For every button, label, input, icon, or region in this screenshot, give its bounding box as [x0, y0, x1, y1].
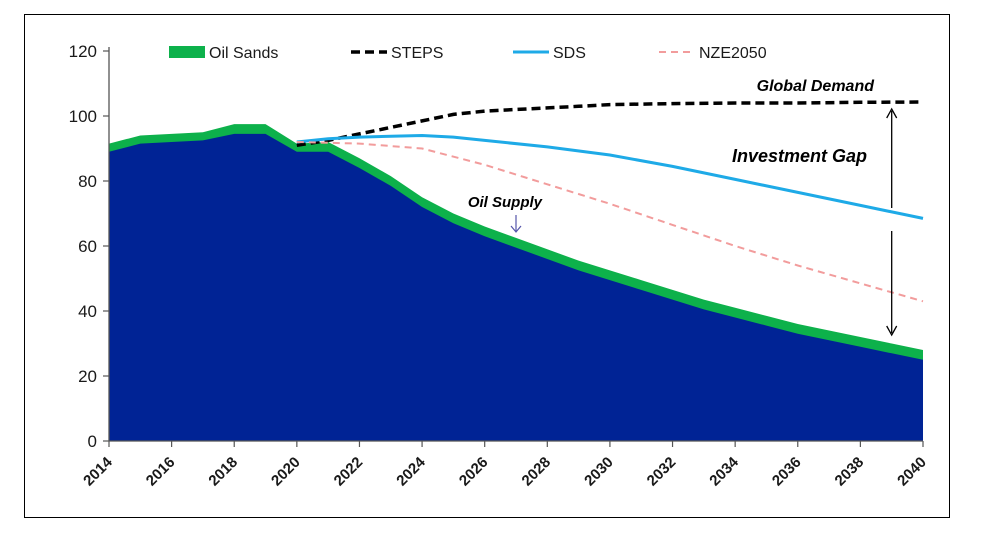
x-tick-label: 2036	[769, 454, 805, 490]
y-tick-label: 100	[69, 107, 97, 126]
legend-item-nze2050: NZE2050	[659, 45, 767, 62]
y-tick-label: 80	[78, 172, 97, 191]
y-tick-label: 20	[78, 367, 97, 386]
oil-supply-arrowhead	[510, 225, 522, 233]
investment-gap-arrowhead-up	[886, 107, 898, 119]
nze2050-line	[296, 141, 924, 303]
x-tick-label: 2014	[80, 453, 116, 489]
global-demand-annotation: Global Demand	[757, 78, 876, 95]
legend-label: SDS	[553, 45, 586, 62]
x-tick-label: 2024	[393, 453, 429, 489]
legend-swatch	[169, 46, 205, 58]
x-tick-label: 2030	[581, 454, 617, 490]
x-tick-label: 2032	[644, 454, 680, 490]
x-tick-label: 2034	[706, 453, 742, 489]
legend-label: Oil Sands	[209, 45, 278, 62]
y-tick-label: 0	[88, 432, 97, 451]
x-tick-label: 2026	[456, 454, 492, 490]
sds-line	[296, 133, 924, 220]
chart-frame: 0 20 40 60 80 100 120 2014 2016 2018 2020 2022 2024 2…	[24, 14, 950, 518]
x-tick-label: 2020	[268, 454, 304, 490]
x-tick-label: 2038	[832, 454, 868, 490]
y-tick-label: 120	[69, 42, 97, 61]
y-tick-label: 60	[78, 237, 97, 256]
x-tick-label: 2022	[331, 454, 367, 490]
steps-line	[296, 100, 924, 148]
legend-label: NZE2050	[699, 45, 767, 62]
x-tick-label: 2018	[205, 454, 241, 490]
x-tick-label: 2016	[143, 454, 179, 490]
x-tick-label: 2040	[894, 454, 930, 490]
investment-gap-arrowhead-down	[886, 325, 898, 337]
legend-label: STEPS	[391, 45, 443, 62]
legend-item-sds: SDS	[513, 45, 586, 62]
legend-item-steps: STEPS	[351, 45, 443, 62]
y-tick-label: 40	[78, 302, 97, 321]
oil-supply-annotation: Oil Supply	[468, 194, 543, 211]
legend-item-oil sands: Oil Sands	[169, 45, 278, 62]
oil-supply-area	[109, 133, 923, 441]
x-tick-label: 2028	[519, 454, 555, 490]
investment-gap-annotation: Investment Gap	[732, 146, 867, 166]
